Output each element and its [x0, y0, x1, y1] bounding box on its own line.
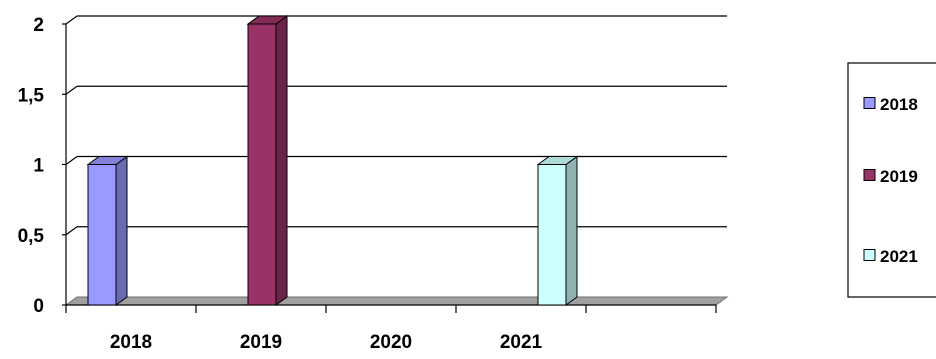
bar-top: [536, 156, 579, 165]
axes: [62, 23, 717, 313]
chart-floor: [64, 296, 729, 306]
y-tick-label: 0,5: [18, 226, 45, 247]
y-tick-label: 1,5: [18, 85, 45, 106]
legend-swatch: [863, 169, 876, 181]
x-tick-label: 2018: [110, 332, 152, 353]
bar-side: [115, 155, 128, 306]
bar-2021-2021: [536, 155, 579, 306]
bar-front: [537, 164, 567, 306]
gridline-slant: [65, 85, 78, 95]
y-tick-label: 0: [33, 296, 44, 317]
gridline-slant: [65, 15, 78, 25]
bars: [86, 15, 579, 306]
legend-box: [847, 62, 936, 298]
bar-2019-2019: [246, 15, 289, 306]
y-tick-label: 1: [33, 156, 44, 177]
gridline-slant: [65, 226, 78, 236]
bar-front: [247, 23, 277, 306]
bar-top: [246, 15, 289, 25]
x-tick-labels: 2018 2019 2020 2021: [110, 332, 543, 353]
legend-swatch: [863, 249, 876, 261]
gridline-slant: [65, 156, 78, 165]
x-tick-label: 2019: [240, 332, 282, 353]
legend-label: 2018: [880, 95, 918, 114]
y-tick-label: 2: [33, 15, 44, 36]
bar-side: [275, 15, 288, 306]
legend-label: 2019: [880, 167, 918, 186]
legend: 2018 2019 2021: [847, 62, 936, 298]
bar-side: [565, 155, 578, 306]
bar-top: [86, 156, 129, 165]
bar-2018-2018: [86, 155, 129, 306]
x-tick-label: 2020: [370, 332, 412, 353]
legend-label: 2021: [880, 247, 918, 266]
x-tick-label: 2021: [500, 332, 543, 353]
y-tick-labels: 0 0,5 1 1,5 2: [18, 15, 45, 317]
bar-front: [87, 164, 117, 306]
floor-plane: [64, 296, 729, 306]
gridlines: [65, 15, 727, 236]
legend-swatch: [863, 97, 876, 109]
